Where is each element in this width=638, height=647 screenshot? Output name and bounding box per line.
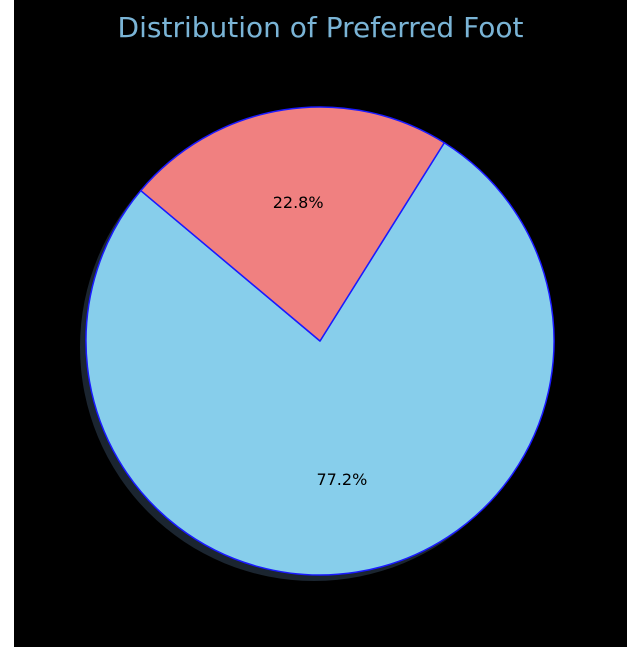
pie-slice-0 bbox=[85, 141, 555, 576]
pie-chart: 77.2% 22.8% bbox=[80, 106, 555, 581]
slice-percent-label-0: 77.2% bbox=[316, 470, 367, 489]
chart-frame: Distribution of Preferred Foot 77.2% 22.8… bbox=[14, 0, 627, 647]
pie-labels: 77.2% 22.8% bbox=[273, 193, 368, 489]
chart-title: Distribution of Preferred Foot bbox=[117, 11, 524, 44]
pie-slices bbox=[85, 106, 555, 576]
pie-slice-1 bbox=[139, 106, 446, 342]
slice-percent-label-1: 22.8% bbox=[273, 193, 324, 212]
